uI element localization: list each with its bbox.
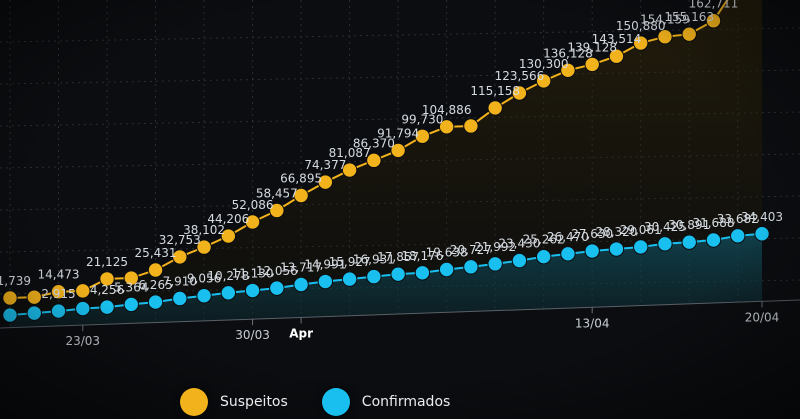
legend: Suspeitos Confirmados xyxy=(180,388,484,416)
legend-label-suspeitos: Suspeitos xyxy=(220,394,288,410)
legend-item-suspeitos[interactable]: Suspeitos xyxy=(180,388,288,416)
legend-swatch-confirmados xyxy=(321,388,350,416)
legend-item-confirmados[interactable]: Confirmados xyxy=(321,388,451,416)
legend-label-confirmados: Confirmados xyxy=(361,394,451,410)
legend-swatch-suspeitos xyxy=(180,388,208,416)
